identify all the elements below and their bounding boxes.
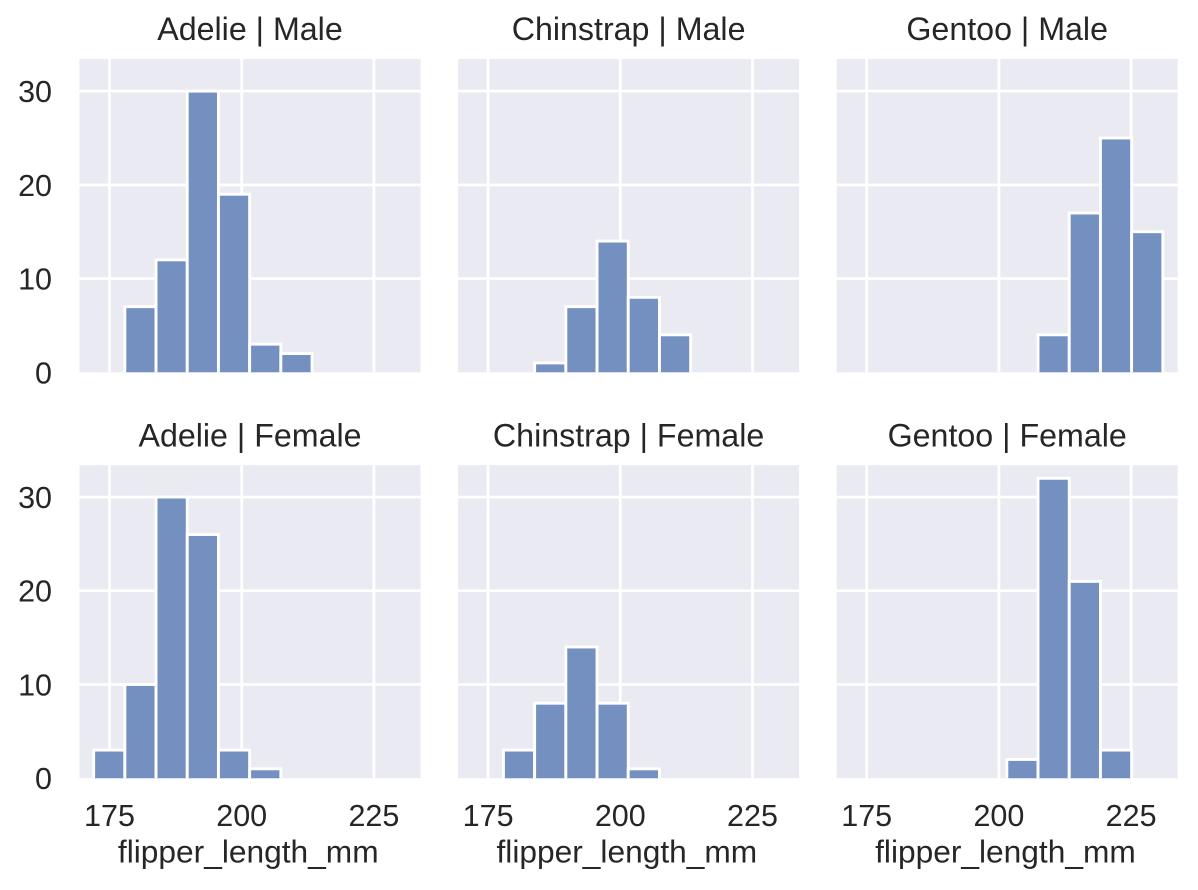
svg-text:flipper_length_mm: flipper_length_mm <box>875 834 1136 870</box>
svg-text:Adelie | Male: Adelie | Male <box>157 11 343 47</box>
svg-text:225: 225 <box>348 799 399 833</box>
svg-text:175: 175 <box>84 799 135 833</box>
svg-text:225: 225 <box>1106 799 1157 833</box>
svg-text:flipper_length_mm: flipper_length_mm <box>497 834 758 870</box>
svg-text:0: 0 <box>35 356 52 390</box>
svg-text:200: 200 <box>973 799 1024 833</box>
svg-text:200: 200 <box>595 799 646 833</box>
svg-text:Gentoo | Male: Gentoo | Male <box>906 11 1108 47</box>
svg-text:flipper_length_mm: flipper_length_mm <box>118 834 379 870</box>
svg-text:200: 200 <box>216 799 267 833</box>
svg-text:10: 10 <box>18 668 52 702</box>
svg-text:20: 20 <box>18 575 52 609</box>
svg-text:Gentoo | Female: Gentoo | Female <box>888 417 1127 453</box>
svg-text:Chinstrap | Male: Chinstrap | Male <box>512 11 746 47</box>
svg-text:175: 175 <box>463 799 514 833</box>
svg-text:30: 30 <box>18 481 52 515</box>
svg-text:20: 20 <box>18 169 52 203</box>
svg-text:30: 30 <box>18 75 52 109</box>
svg-text:Adelie | Female: Adelie | Female <box>138 417 361 453</box>
svg-text:175: 175 <box>841 799 892 833</box>
svg-text:10: 10 <box>18 263 52 297</box>
svg-text:Chinstrap | Female: Chinstrap | Female <box>493 417 764 453</box>
svg-text:225: 225 <box>727 799 778 833</box>
svg-text:0: 0 <box>35 762 52 796</box>
